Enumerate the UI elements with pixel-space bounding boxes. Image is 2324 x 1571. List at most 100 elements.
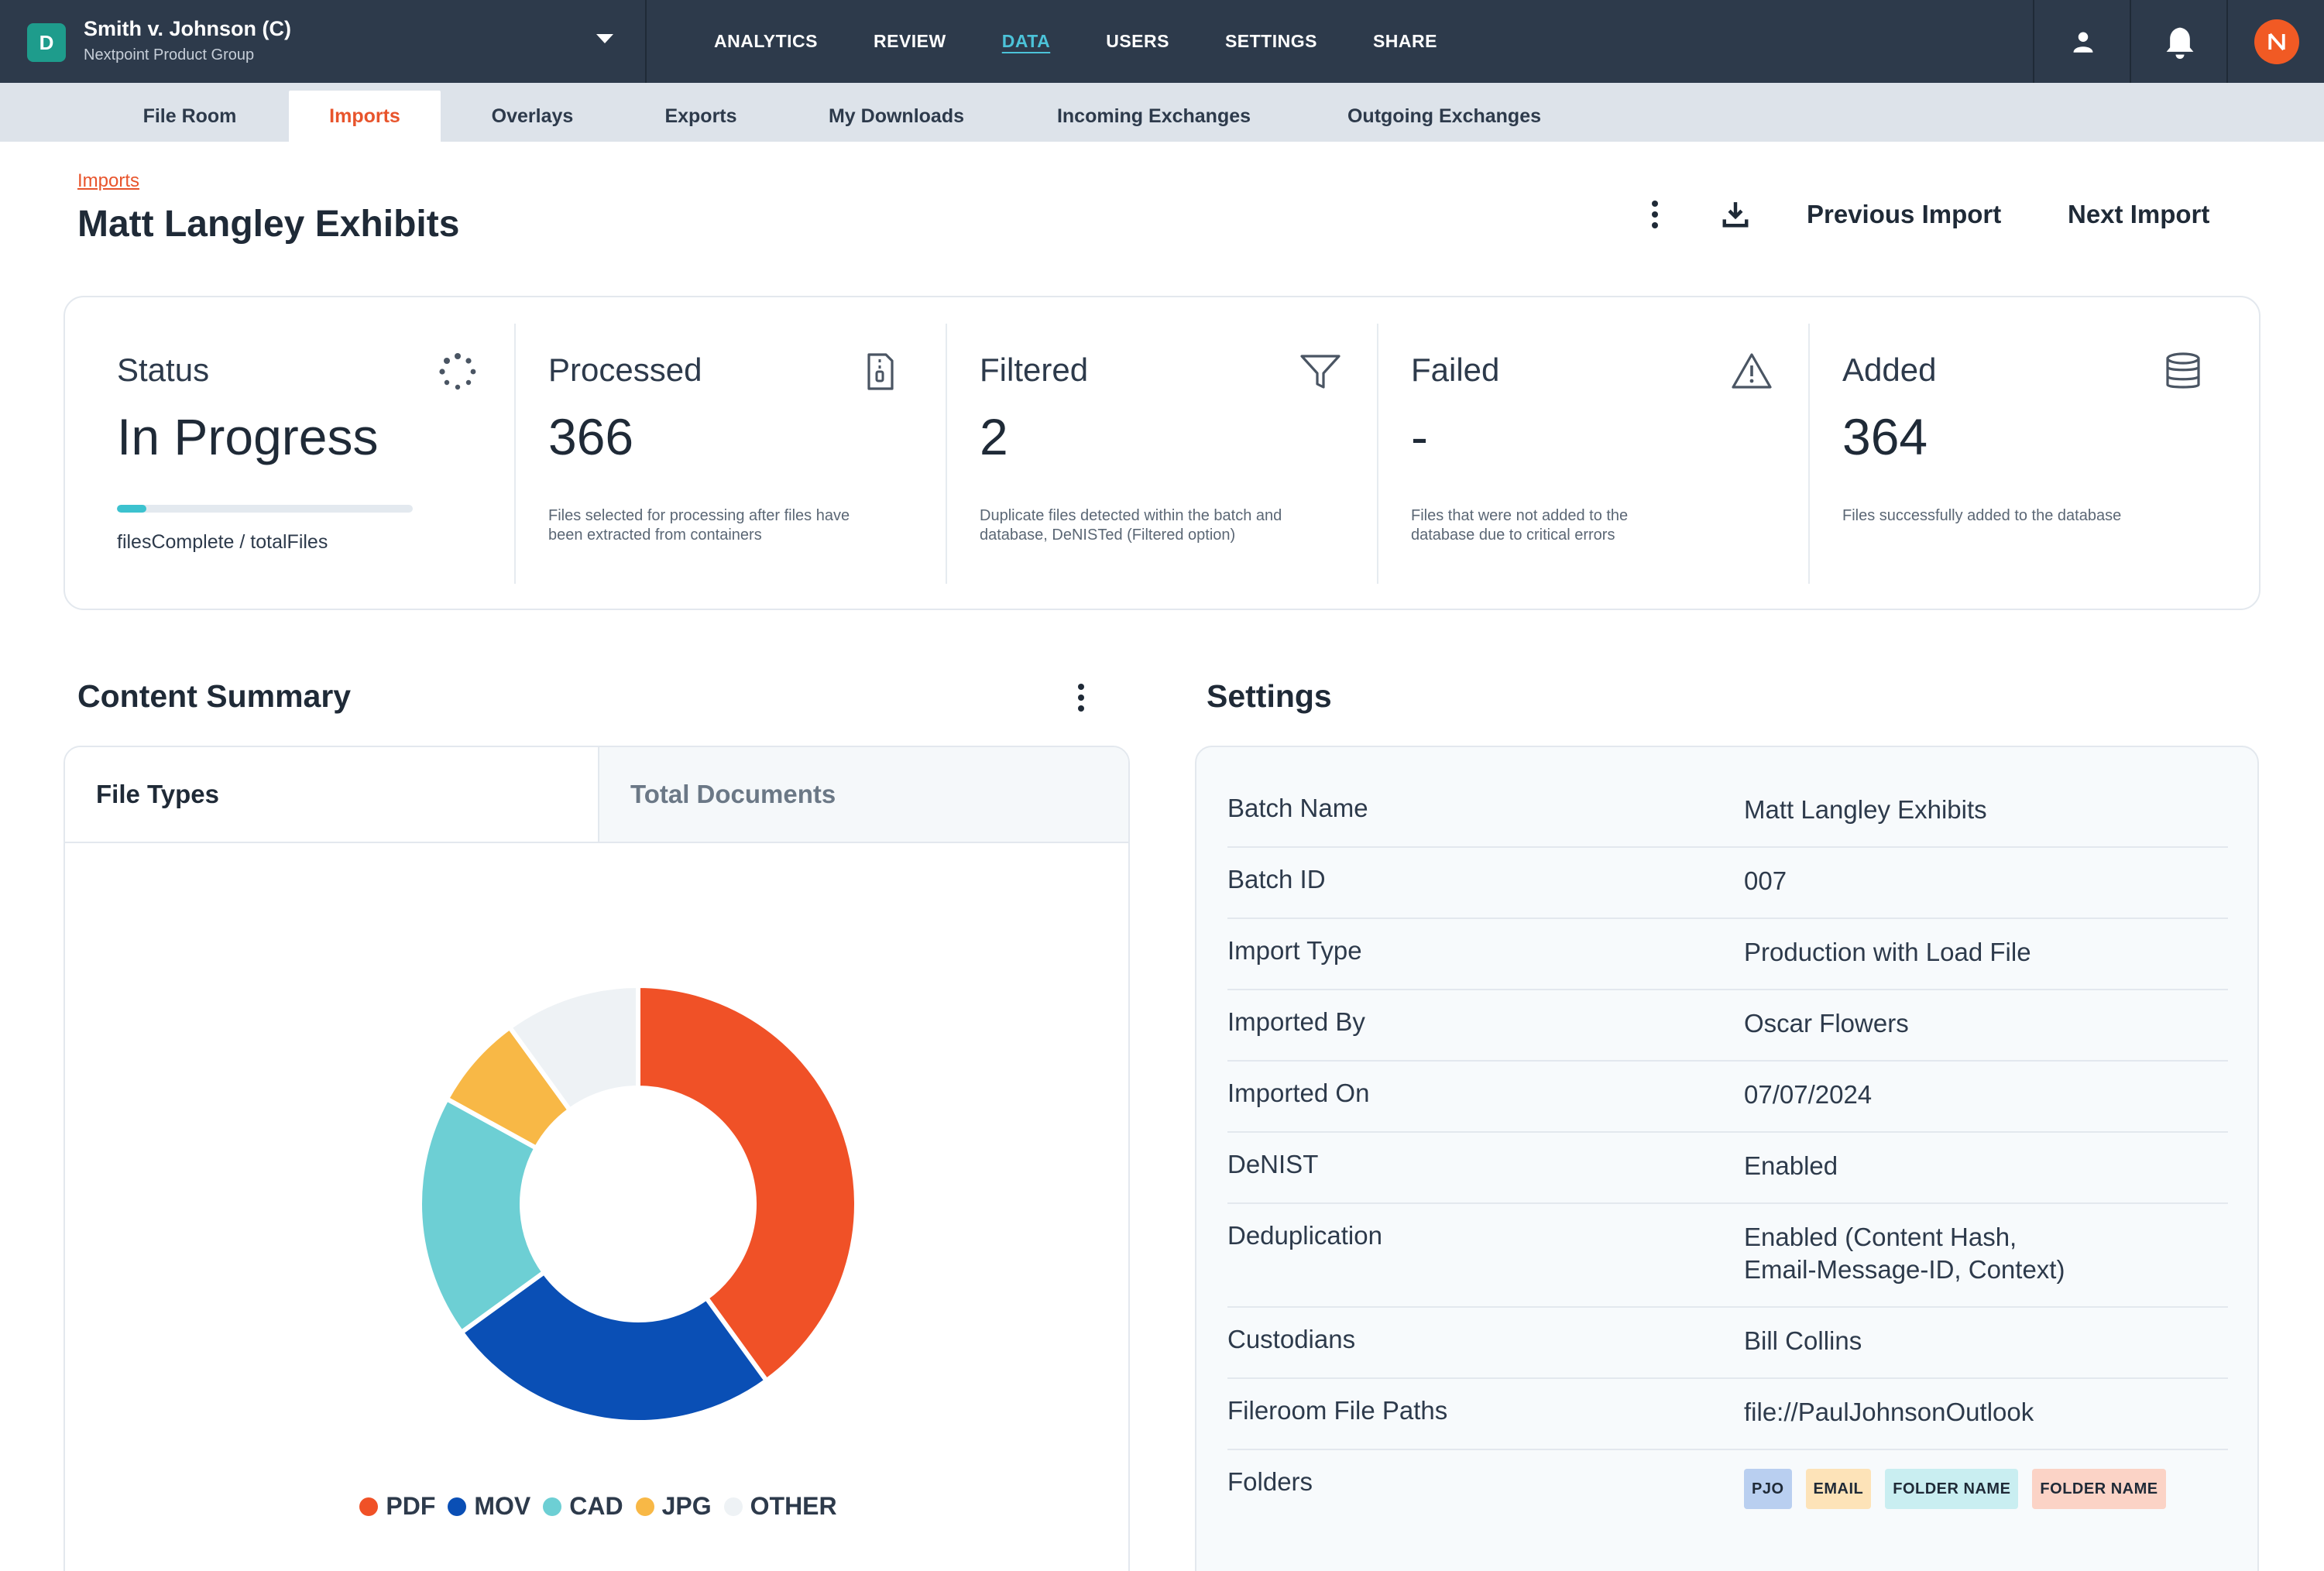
more-options-icon[interactable] <box>1643 195 1667 234</box>
legend-label: CAD <box>569 1492 623 1520</box>
stat-label: Failed <box>1411 352 1500 388</box>
tab-overlays[interactable]: Overlays <box>491 105 574 127</box>
tab-total-documents[interactable]: Total Documents <box>598 747 1128 842</box>
stat-description: Duplicate files detected within the batc… <box>980 507 1282 544</box>
case-title[interactable]: Smith v. Johnson (C) <box>84 17 291 40</box>
settings-row: Fileroom File Paths file://PaulJohnsonOu… <box>1227 1379 2228 1450</box>
file-zip-icon <box>867 353 894 390</box>
legend-label: OTHER <box>750 1492 837 1520</box>
progress-fill <box>117 505 147 513</box>
previous-import-button[interactable]: Previous Import <box>1807 200 2002 228</box>
stat-description: Files successfully added to the database <box>1842 507 2122 524</box>
settings-value: Enabled (Content Hash, <box>1744 1223 2017 1251</box>
tab-exports[interactable]: Exports <box>664 105 737 127</box>
settings-value: Oscar Flowers <box>1744 1009 1909 1038</box>
settings-row: Batch ID 007 <box>1227 848 2228 919</box>
settings-row: Deduplication Enabled (Content Hash, Ema… <box>1227 1204 2228 1308</box>
settings-key: Deduplication <box>1227 1221 1382 1250</box>
settings-value: Bill Collins <box>1744 1326 1862 1355</box>
stat-divider <box>1808 324 1810 584</box>
account-menu[interactable] <box>2228 0 2324 83</box>
settings-row: Imported On 07/07/2024 <box>1227 1062 2228 1133</box>
breadcrumb[interactable]: Imports <box>77 170 140 191</box>
settings-key: Imported On <box>1227 1079 1370 1107</box>
donut-slice-mov[interactable] <box>458 1268 770 1425</box>
bell-icon <box>2166 24 2193 59</box>
legend-swatch <box>543 1497 562 1516</box>
settings-value: file://PaulJohnsonOutlook <box>1744 1398 2034 1426</box>
legend-swatch <box>448 1497 467 1516</box>
user-button[interactable] <box>2034 0 2131 83</box>
folder-chip[interactable]: PJO <box>1744 1469 1792 1509</box>
settings-row: Folders PJO EMAIL FOLDER NAME FOLDER NAME <box>1227 1450 2228 1521</box>
nav-review[interactable]: REVIEW <box>874 31 946 51</box>
settings-value: 007 <box>1744 866 1787 895</box>
legend-item-pdf: PDF <box>359 1492 435 1521</box>
stat-description: Files selected for processing after file… <box>548 507 850 544</box>
nav-data[interactable]: DATA <box>1001 31 1051 51</box>
tab-incoming-exchanges[interactable]: Incoming Exchanges <box>1056 105 1251 127</box>
legend-item-other: OTHER <box>723 1492 837 1521</box>
donut-slice-pdf[interactable] <box>636 983 859 1384</box>
legend-label: PDF <box>386 1492 436 1520</box>
stat-status: Status In Progress filesComplete / total… <box>117 324 481 584</box>
settings-key: Batch Name <box>1227 794 1368 822</box>
settings-row: Imported By Oscar Flowers <box>1227 990 2228 1062</box>
tab-outgoing-exchanges[interactable]: Outgoing Exchanges <box>1347 105 1542 127</box>
legend-item-cad: CAD <box>543 1492 623 1521</box>
donut-slice-cad[interactable] <box>417 1096 548 1336</box>
topbar-divider <box>645 0 647 83</box>
nav-users[interactable]: USERS <box>1106 31 1169 51</box>
settings-value: 07/07/2024 <box>1744 1080 1873 1109</box>
warning-icon <box>1732 353 1772 389</box>
tab-file-types[interactable]: File Types <box>65 747 598 842</box>
stat-added: Added 364 Files successfully added to th… <box>1842 324 2206 584</box>
folder-chip[interactable]: FOLDER NAME <box>2032 1469 2166 1509</box>
stat-label: Status <box>117 352 210 388</box>
settings-key: DeNIST <box>1227 1150 1319 1178</box>
tab-my-downloads[interactable]: My Downloads <box>828 105 964 127</box>
settings-key: Imported By <box>1227 1007 1365 1036</box>
spinner-icon <box>439 353 476 390</box>
download-button[interactable] <box>1721 195 1750 234</box>
notifications-button[interactable] <box>2131 0 2228 83</box>
settings-row: DeNIST Enabled <box>1227 1133 2228 1204</box>
nav-settings[interactable]: SETTINGS <box>1224 31 1317 51</box>
folder-chip[interactable]: FOLDER NAME <box>1885 1469 2019 1509</box>
stat-value: 364 <box>1842 408 1928 465</box>
folder-chip[interactable]: EMAIL <box>1805 1469 1872 1509</box>
legend-swatch <box>359 1497 379 1516</box>
page-title: Matt Langley Exhibits <box>77 204 460 245</box>
filter-icon <box>1300 355 1341 389</box>
folder-chips: PJO EMAIL FOLDER NAME FOLDER NAME <box>1744 1469 2180 1509</box>
settings-card: Batch Name Matt Langley Exhibits Batch I… <box>1195 746 2259 1571</box>
next-import-button[interactable]: Next Import <box>2068 200 2210 228</box>
main-nav: ANALYTICS REVIEW DATA USERS SETTINGS SHA… <box>714 0 1493 83</box>
case-badge[interactable]: D <box>27 23 66 62</box>
legend-item-jpg: JPG <box>635 1492 712 1521</box>
case-switcher-chevron-down-icon[interactable] <box>596 34 613 43</box>
tab-imports[interactable]: Imports <box>289 91 441 142</box>
donut-slice-other[interactable] <box>506 983 640 1113</box>
chart-legend: PDF MOV CAD JPG OTHER <box>65 1492 1128 1521</box>
settings-value: Enabled <box>1744 1151 1838 1180</box>
progress-bar <box>117 505 413 513</box>
top-bar: D Smith v. Johnson (C) Nextpoint Product… <box>0 0 2324 83</box>
stat-filtered: Filtered 2 Duplicate files detected with… <box>980 324 1344 584</box>
content-summary-card: File Types Total Documents PDF MOV CAD JPG O… <box>64 746 1130 1571</box>
stat-failed: Failed - Files that were not added to th… <box>1411 324 1775 584</box>
content-summary-more-icon[interactable] <box>1069 678 1093 717</box>
settings-key: Import Type <box>1227 936 1362 965</box>
stat-description: Files that were not added to the databas… <box>1411 507 1629 544</box>
stat-value: 2 <box>980 408 1008 465</box>
stat-value: In Progress <box>117 408 379 465</box>
nav-share[interactable]: SHARE <box>1372 31 1437 51</box>
topbar-divider <box>2226 0 2228 83</box>
nav-analytics[interactable]: ANALYTICS <box>714 31 818 51</box>
tab-file-room[interactable]: File Room <box>142 105 237 127</box>
settings-row: Custodians Bill Collins <box>1227 1308 2228 1379</box>
settings-title: Settings <box>1207 678 1332 714</box>
stat-processed: Processed 366 Files selected for process… <box>548 324 912 584</box>
legend-swatch <box>723 1497 743 1516</box>
database-icon <box>2166 352 2200 389</box>
